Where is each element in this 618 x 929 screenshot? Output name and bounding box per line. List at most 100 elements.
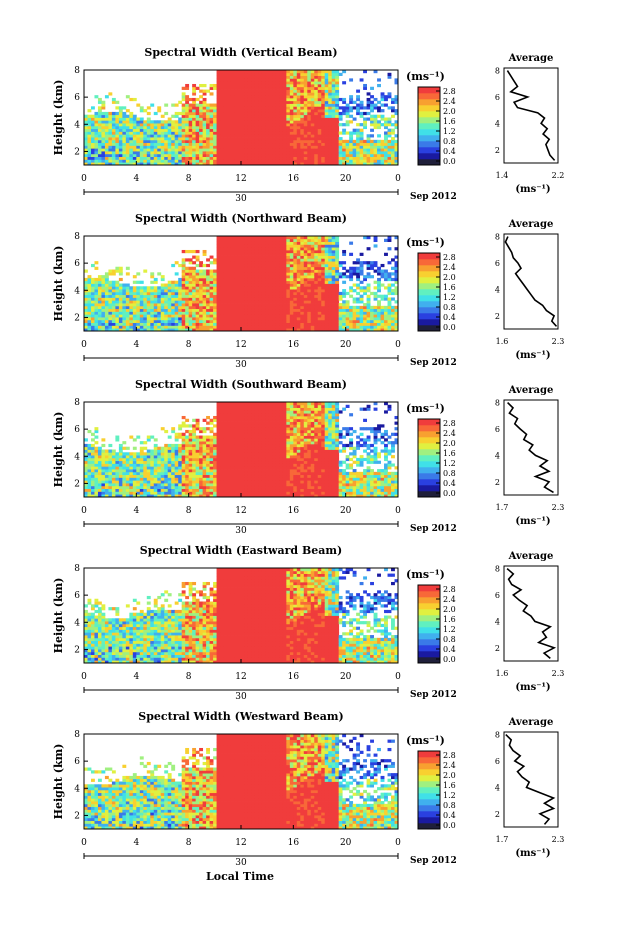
- heatmap-cell: [289, 111, 294, 116]
- heatmap-cell: [324, 95, 329, 99]
- heatmap-cell: [97, 480, 102, 484]
- heatmap-cell: [181, 277, 186, 282]
- heatmap-cell: [300, 89, 305, 93]
- heatmap-cell: [373, 117, 378, 121]
- heatmap-cell: [216, 275, 221, 279]
- heatmap-cell: [349, 153, 354, 158]
- heatmap-cell: [118, 494, 123, 498]
- heatmap-cell: [223, 294, 228, 298]
- heatmap-cell: [279, 305, 284, 310]
- heatmap-cell: [321, 95, 326, 99]
- heatmap-cell: [279, 100, 284, 104]
- heatmap-cell: [84, 477, 88, 481]
- heatmap-cell: [275, 156, 280, 160]
- heatmap-cell: [115, 466, 120, 470]
- heatmap-cell: [254, 319, 259, 324]
- heatmap-cell: [101, 469, 106, 473]
- heatmap-cell: [373, 294, 378, 298]
- heatmap-cell: [129, 125, 134, 130]
- heatmap-cell: [115, 460, 120, 464]
- heatmap-cell: [125, 469, 130, 473]
- heatmap-cell: [178, 317, 183, 321]
- heatmap-cell: [272, 142, 277, 146]
- heatmap-cell: [359, 78, 364, 82]
- heatmap-cell: [254, 117, 259, 121]
- colorbar-frame: [417, 86, 441, 166]
- heatmap-cell: [111, 283, 116, 287]
- heatmap-cell: [241, 159, 245, 163]
- heatmap-cell: [335, 114, 340, 118]
- heatmap-cell: [335, 162, 340, 166]
- heatmap-cell: [206, 142, 210, 146]
- heatmap-cell: [265, 97, 270, 102]
- heatmap-cell: [174, 142, 179, 146]
- heatmap-cell: [328, 123, 333, 127]
- heatmap-cell: [377, 272, 381, 276]
- heatmap-cell: [300, 289, 305, 293]
- heatmap-cell: [129, 477, 134, 481]
- heatmap-cell: [289, 263, 294, 268]
- heatmap-cell: [321, 106, 326, 110]
- heatmap-cell: [335, 308, 340, 312]
- heatmap-cell: [230, 97, 235, 102]
- heatmap-cell: [125, 317, 130, 321]
- heatmap-cell: [289, 291, 294, 296]
- heatmap-cell: [331, 325, 336, 329]
- heatmap-cell: [118, 109, 123, 113]
- heatmap-cell: [202, 280, 207, 284]
- heatmap-cell: [261, 272, 266, 276]
- heatmap-cell: [129, 328, 134, 332]
- heatmap-cell: [310, 100, 315, 104]
- heatmap-cell: [279, 81, 284, 85]
- heatmap-cell: [185, 297, 190, 301]
- heatmap-cell: [115, 286, 120, 290]
- heatmap-cell: [275, 109, 280, 113]
- heatmap-cell: [265, 128, 270, 132]
- heatmap-cell: [279, 89, 284, 93]
- heatmap-cell: [384, 123, 388, 127]
- heatmap-cell: [234, 100, 238, 104]
- heatmap-cell: [122, 137, 127, 141]
- heatmap-cell: [234, 89, 238, 93]
- heatmap-cell: [349, 156, 354, 160]
- heatmap-cell: [220, 236, 224, 240]
- heatmap-cell: [227, 275, 231, 279]
- heatmap-cell: [286, 244, 291, 248]
- heatmap-cell: [94, 289, 99, 293]
- heatmap-cell: [352, 266, 357, 270]
- heatmap-cell: [199, 125, 204, 130]
- heatmap-cell: [195, 283, 200, 287]
- heatmap-cell: [356, 325, 361, 329]
- heatmap-cell: [314, 145, 319, 149]
- heatmap-cell: [335, 272, 340, 276]
- heatmap-cell: [213, 134, 217, 138]
- heatmap-cell: [220, 123, 224, 127]
- heatmap-cell: [391, 277, 395, 282]
- heatmap-cell: [115, 120, 120, 124]
- heatmap-cell: [289, 303, 294, 307]
- heatmap-cell: [314, 328, 319, 332]
- heatmap-cell: [279, 258, 284, 262]
- heatmap-cell: [314, 78, 319, 82]
- heatmap-cell: [387, 128, 392, 132]
- heatmap-cell: [202, 123, 207, 127]
- heatmap-cell: [345, 114, 350, 118]
- heatmap-cell: [356, 106, 361, 110]
- heatmap-cell: [328, 109, 333, 113]
- heatmap-cell: [104, 483, 109, 487]
- heatmap-cell: [394, 100, 399, 104]
- heatmap-cell: [84, 148, 88, 152]
- heatmap-cell: [97, 319, 102, 324]
- heatmap-cell: [227, 311, 231, 315]
- heatmap-cell: [258, 97, 263, 102]
- heatmap-cell: [143, 142, 148, 146]
- heatmap-cell: [370, 305, 374, 310]
- heatmap-cell: [359, 100, 364, 104]
- heatmap-cell: [342, 156, 347, 160]
- heatmap-cell: [160, 275, 165, 279]
- heatmap-cell: [101, 111, 106, 116]
- heatmap-cell: [157, 128, 162, 132]
- average-y-tick-label: 2: [495, 312, 500, 321]
- heatmap-cell: [171, 151, 176, 155]
- heatmap-cell: [293, 72, 298, 76]
